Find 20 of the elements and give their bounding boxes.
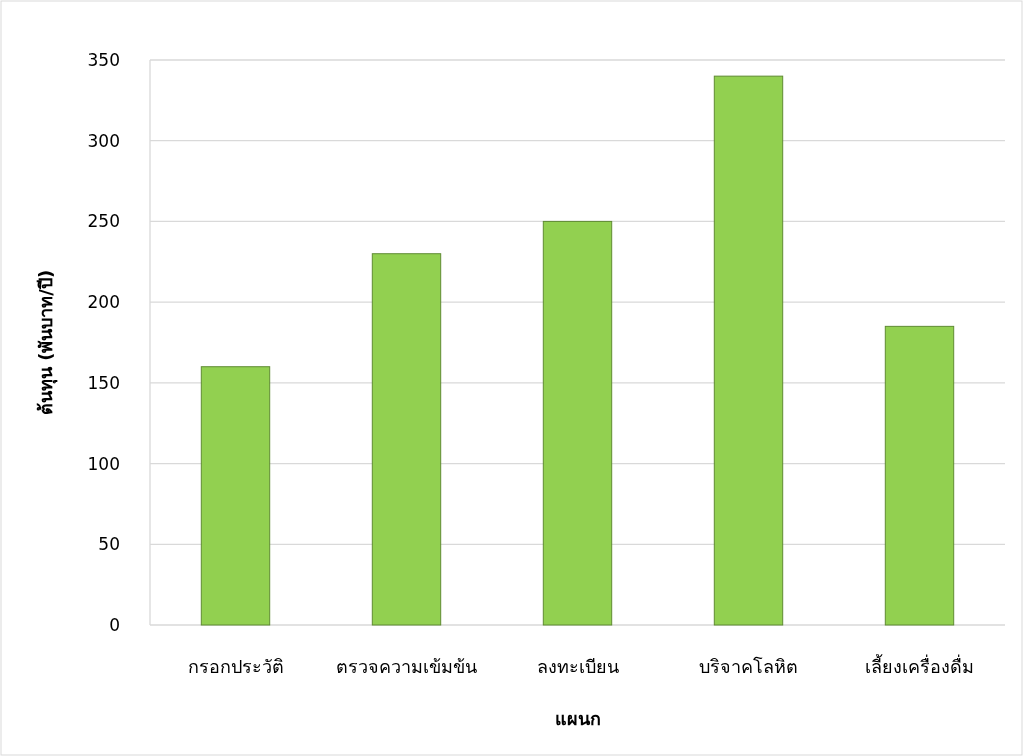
x-axis-title: แผนก <box>554 708 601 729</box>
y-tick-label: 150 <box>87 372 120 393</box>
y-tick-label: 350 <box>87 50 120 70</box>
y-tick-label: 200 <box>87 292 120 313</box>
x-tick-label: บริจาคโลหิต <box>699 656 798 677</box>
bar <box>371 253 442 626</box>
y-tick-label: 100 <box>87 453 120 474</box>
bar <box>542 220 613 626</box>
x-tick-label: เลี้ยงเครื่องดื่ม <box>865 654 974 677</box>
bar <box>884 325 955 626</box>
y-tick-label: 300 <box>87 130 120 151</box>
bar <box>200 366 271 626</box>
y-tick-label: 50 <box>98 534 120 555</box>
y-tick-label: 250 <box>87 211 120 232</box>
x-tick-label: ตรวจความเข้มข้น <box>336 656 477 677</box>
x-tick-label: กรอกประวัติ <box>187 656 284 677</box>
bar <box>713 75 784 626</box>
y-axis-title: ต้นทุน (พันบาท/ปี) <box>35 269 58 416</box>
x-tick-label: ลงทะเบียน <box>536 656 619 677</box>
y-tick-label: 0 <box>109 615 120 635</box>
